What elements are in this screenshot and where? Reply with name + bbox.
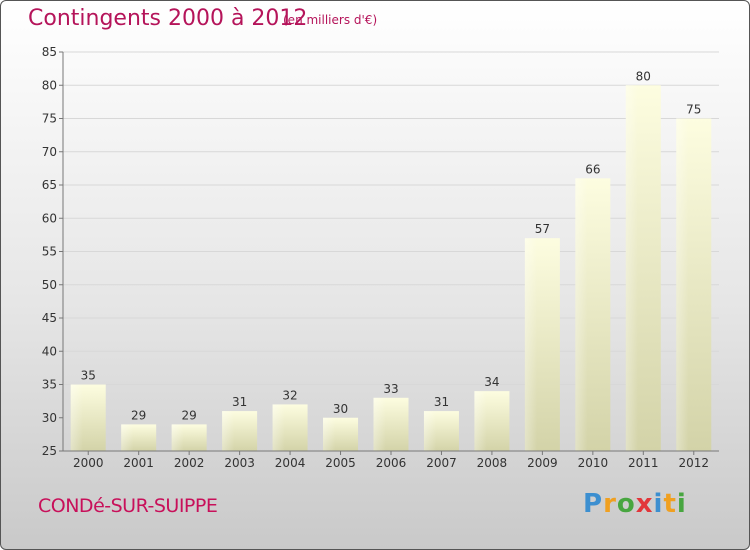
bar-value-label: 29 [131,408,146,422]
y-tick-label: 75 [42,112,57,126]
bar-value-label: 33 [383,382,398,396]
x-tick-label: 2002 [174,456,205,470]
bar-value-label: 31 [232,395,247,409]
x-tick-label: 2000 [73,456,104,470]
bar-highlight [575,178,588,451]
bar-highlight [676,118,689,451]
x-tick-label: 2011 [628,456,659,470]
bar-highlight [171,424,184,451]
x-tick-label: 2001 [123,456,154,470]
y-tick-label: 85 [42,45,57,59]
y-tick-label: 40 [42,344,57,358]
bar-value-label: 32 [282,388,297,402]
bar-highlight [222,411,235,451]
y-tick-label: 60 [42,211,57,225]
bar-highlight [625,85,639,451]
bar-value-label: 66 [585,162,600,176]
bar-highlight [272,404,285,451]
bar-highlight [70,384,83,451]
y-tick-label: 70 [42,145,57,159]
y-tick-label: 35 [42,378,57,392]
x-tick-label: 2004 [275,456,306,470]
x-tick-label: 2010 [578,456,609,470]
x-tick-label: 2006 [376,456,407,470]
bar-value-label: 30 [333,402,348,416]
bar-value-label: 31 [434,395,449,409]
x-tick-label: 2008 [477,456,508,470]
y-tick-label: 25 [42,444,57,458]
bar-value-label: 57 [535,222,550,236]
bar-highlight [323,417,336,451]
y-tick-label: 65 [42,178,57,192]
chart-title: Contingents 2000 à 2012 [28,6,308,31]
bar-highlight [524,238,538,451]
y-tick-label: 30 [42,411,57,425]
x-tick-label: 2007 [426,456,457,470]
bar-value-label: 29 [182,408,197,422]
bar-value-label: 75 [686,103,701,117]
x-tick-label: 2005 [325,456,356,470]
y-tick-label: 45 [42,311,57,325]
bar-value-label: 34 [484,375,499,389]
bar-value-label: 80 [636,69,651,83]
bar-highlight [423,411,437,451]
proxiti-logo: Proxiti [583,489,687,519]
bar-highlight [373,397,386,451]
bar-value-label: 35 [81,369,96,383]
y-tick-label: 55 [42,245,57,259]
x-tick-label: 2012 [678,456,709,470]
x-tick-label: 2003 [224,456,255,470]
y-tick-label: 50 [42,278,57,292]
bar-highlight [474,391,487,451]
bar-highlight [121,424,134,451]
x-tick-label: 2009 [527,456,558,470]
commune-name: CONDé-SUR-SUIPPE [38,495,218,517]
chart-subtitle: (en milliers d'€) [283,13,378,27]
y-tick-label: 80 [42,78,57,92]
